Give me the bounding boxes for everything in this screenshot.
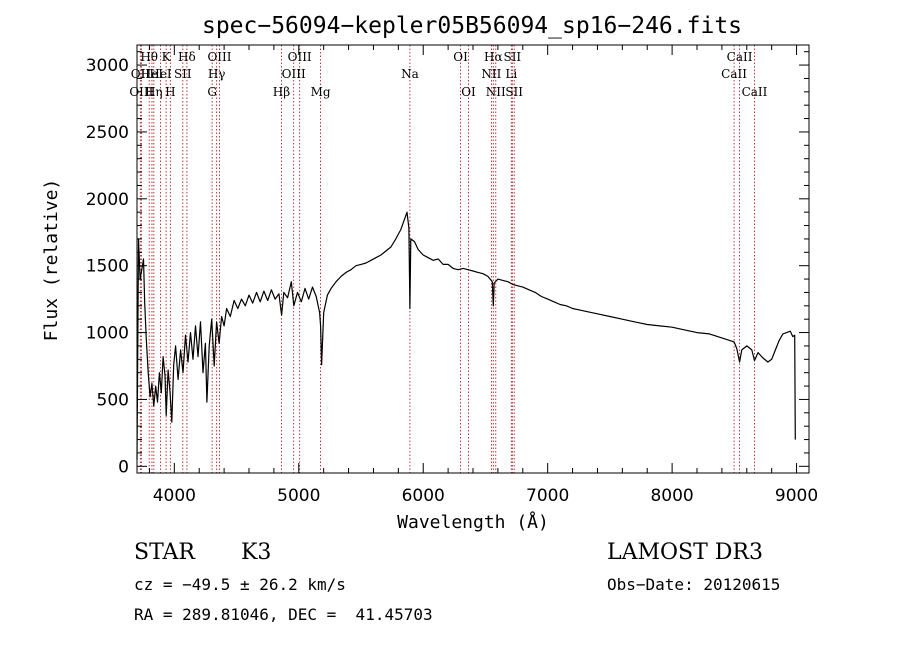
spectral-line-labels: OIIOIIIHθHeIHηHeIKHSIIHδGHγOIIIHβOIIIOII… [129,50,767,99]
line-label: OIII [207,50,231,64]
line-label: Na [401,67,419,81]
y-tick-label: 0 [118,457,129,477]
line-label: OII [131,67,151,81]
x-axis: 4000 5000 6000 7000 8000 9000 [148,45,818,506]
line-label: HeI [141,67,164,81]
coordinates-text: RA = 289.81046, DEC = 41.45703 [134,605,433,624]
y-tick-label: 1500 [86,257,129,277]
line-label: H [165,85,175,99]
line-label: Hβ [273,85,290,99]
line-label: CaII [742,85,768,99]
line-label: OIII [282,67,306,81]
line-label: NII [486,85,506,99]
line-label: Hγ [208,67,226,81]
y-axis-label: Flux (relative) [41,179,62,342]
x-tick-label: 5000 [277,486,320,506]
chart-title: spec−56094−kepler05B56094_sp16−246.fits [202,13,742,39]
y-tick-label: 500 [97,390,129,410]
redshift-text: cz = −49.5 ± 26.2 km/s [134,575,346,594]
line-label: Mg [311,85,331,99]
line-label: OI [461,85,476,99]
spectral-line-markers [139,45,755,473]
y-tick-label: 1000 [86,324,129,344]
line-label: OI [453,50,468,64]
line-label: SII [505,85,523,99]
line-label: NII [481,67,501,81]
line-label: Hη [145,85,163,99]
x-tick-label: 7000 [526,486,569,506]
object-subclass: K3 [241,540,271,565]
x-tick-label: 8000 [650,486,693,506]
plot-frame [136,44,810,474]
y-tick-label: 2000 [86,190,129,210]
line-label: SII [503,50,521,64]
x-tick-label: 6000 [402,486,445,506]
x-tick-label: 4000 [153,486,196,506]
line-label: CaII [727,50,753,64]
y-axis: 0 500 1000 1500 2000 2500 3000 [86,51,809,477]
line-label: Hα [484,50,503,64]
object-class: STAR [134,540,196,565]
line-label: Hδ [178,50,196,64]
x-tick-label: 9000 [775,486,818,506]
line-label: G [207,85,217,99]
x-axis-label: Wavelength (Å) [397,511,549,533]
obs-date: Obs−Date: 20120615 [607,575,780,594]
spectrum-line [136,211,796,460]
line-label: CaII [721,67,747,81]
survey-name: LAMOST DR3 [607,540,763,565]
y-tick-label: 2500 [86,123,129,143]
y-tick-label: 3000 [86,56,129,76]
line-label: Hθ [140,50,158,64]
line-label: Li [505,67,517,81]
line-label: HeI [149,67,172,81]
line-label: SII [174,67,192,81]
line-label: OIII [288,50,312,64]
line-label: K [162,50,172,64]
